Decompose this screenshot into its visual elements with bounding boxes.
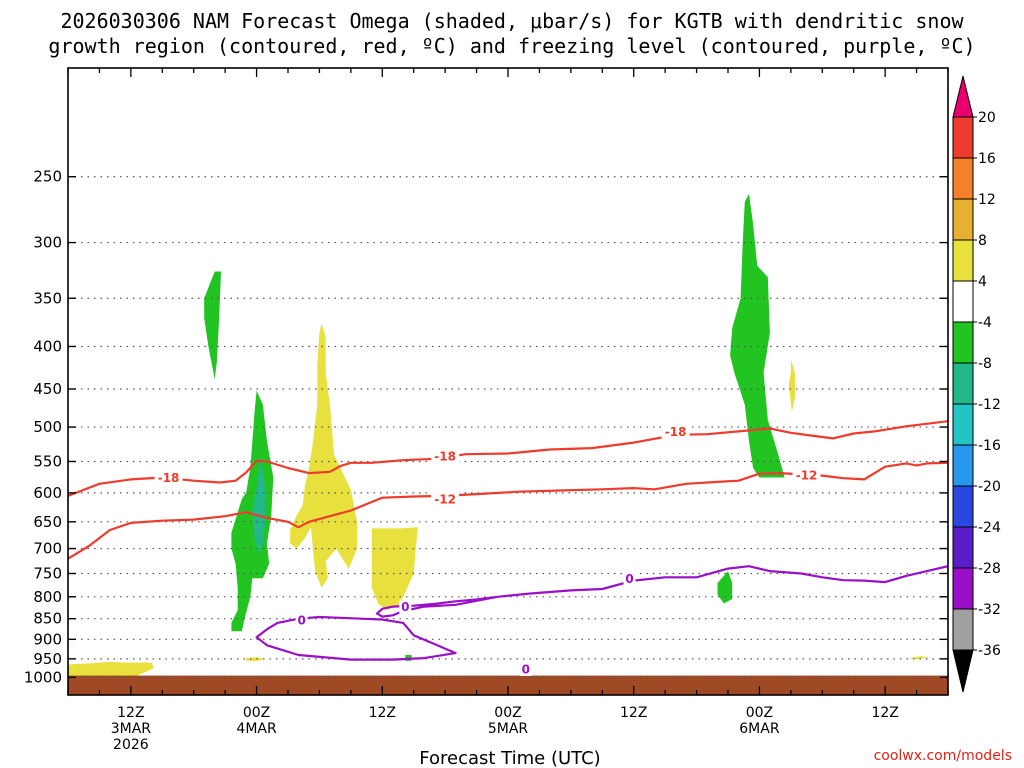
- colorbar-label-12: -32: [978, 602, 1001, 618]
- contour-label-bg-temp-minus18-2: [661, 424, 690, 439]
- x-tick-label-12-1: 4MAR: [236, 721, 277, 737]
- x-tick-label-0-0: 12Z: [117, 705, 144, 721]
- colorbar-label-4: 4: [978, 274, 987, 290]
- y-tick-label-250: 250: [33, 168, 62, 186]
- shaded-descent-small-upper: [788, 359, 795, 413]
- y-tick-label-950: 950: [33, 650, 62, 668]
- y-tick-label-850: 850: [33, 610, 62, 628]
- shaded-ascent-plume-4mar: [231, 390, 274, 632]
- colorbar-bin-2: [952, 157, 974, 200]
- x-tick-label-72-0: 12Z: [871, 705, 898, 721]
- contour-label-bg-freezing-level-1: [399, 599, 412, 614]
- plot-inner: -18 -18 -18 -12 -12 0 0 0 0: [68, 176, 948, 695]
- colorbar-label-10: -24: [978, 520, 1001, 536]
- colorbar-label-8: -16: [978, 438, 1001, 454]
- y-axis: 250 300 350 400 450 500 550 600 650 700 750 800 850 9…: [24, 168, 948, 686]
- y-tick-label-700: 700: [33, 540, 62, 558]
- x-tick-label-48-0: 12Z: [620, 705, 647, 721]
- colorbar-label-13: -36: [978, 643, 1001, 659]
- y-tick-label-750: 750: [33, 564, 62, 582]
- contour-label-bg-temp-minus12-0: [431, 491, 460, 506]
- contour-label-bg-freezing-level-2: [295, 612, 308, 627]
- y-tick-label-650: 650: [33, 513, 62, 531]
- colorbar-bin-10: [952, 485, 974, 528]
- title-line-2: growth region (contoured, red, ºC) and f…: [48, 34, 975, 58]
- contour-label-temp-minus18-0: -18: [158, 471, 180, 485]
- colorbar: 20 16 12 8 4 -4 -8 -12 -16 -20 -24 -28 -32 -36: [952, 75, 1001, 693]
- colorbar-bin-8: [952, 403, 974, 446]
- y-tick-label-800: 800: [33, 588, 62, 606]
- x-tick-label-24-0: 12Z: [369, 705, 396, 721]
- shaded-ascent-core-4mar: [252, 458, 265, 554]
- contour-label-freezing-level-0: 0: [625, 572, 633, 586]
- colorbar-label-0: 20: [978, 110, 996, 126]
- colorbar-label-1: 16: [978, 151, 996, 167]
- y-tick-label-900: 900: [33, 630, 62, 648]
- credit-text: coolwx.com/models: [874, 748, 1012, 764]
- contour-label-bg-temp-minus18-0: [154, 470, 183, 485]
- colorbar-bin-12: [952, 567, 974, 610]
- plot-area: -18 -18 -18 -12 -12 0 0 0 0 250 300 350 400 450 500 550…: [24, 67, 949, 753]
- shaded-ascent-plume-6mar: [730, 193, 785, 478]
- colorbar-bin-5: [952, 280, 974, 323]
- contour-label-freezing-level-3: 0: [522, 662, 530, 676]
- colorbar-label-6: -8: [978, 356, 992, 372]
- shaded-descent-small-950: [246, 657, 265, 662]
- x-tick-label-36-1: 5MAR: [488, 721, 529, 737]
- y-tick-label-350: 350: [33, 289, 62, 307]
- x-tick-label-12-0: 00Z: [243, 705, 270, 721]
- colorbar-tip-bottom: [952, 649, 974, 693]
- shaded-descent-surface-left: [68, 661, 154, 678]
- colorbar-bin-4: [952, 239, 974, 282]
- colorbar-label-9: -20: [978, 479, 1001, 495]
- contour-temp-minus18: [68, 420, 948, 497]
- y-tick-label-450: 450: [33, 380, 62, 398]
- x-tick-label-60-0: 00Z: [746, 705, 773, 721]
- contour-label-temp-minus12-1: -12: [796, 469, 818, 483]
- contour-label-bg-freezing-level-0: [623, 571, 636, 586]
- colorbar-label-2: 12: [978, 192, 996, 208]
- colorbar-bin-1: [952, 116, 974, 159]
- colorbar-label-3: 8: [978, 233, 987, 249]
- contour-label-bg-temp-minus18-1: [431, 449, 460, 464]
- contour-temp-minus12: [68, 461, 948, 560]
- x-tick-label-0-1: 3MAR: [111, 721, 152, 737]
- contour-label-freezing-level-2: 0: [297, 613, 305, 627]
- contour-label-bg-freezing-level-3: [519, 661, 532, 676]
- contour-label-freezing-level-1: 0: [401, 600, 409, 614]
- contour-label-temp-minus12-0: -12: [434, 492, 456, 506]
- y-tick-label-550: 550: [33, 452, 62, 470]
- colorbar-label-11: -28: [978, 561, 1001, 577]
- y-tick-label-500: 500: [33, 418, 62, 436]
- x-axis-label: Forecast Time (UTC): [419, 748, 600, 768]
- y-tick-label-400: 400: [33, 337, 62, 355]
- y-tick-label-300: 300: [33, 234, 62, 252]
- x-tick-label-60-1: 6MAR: [739, 721, 780, 737]
- contour-label-temp-minus18-2: -18: [665, 425, 687, 439]
- y-tick-label-1000: 1000: [24, 668, 62, 686]
- colorbar-bin-6: [952, 321, 974, 364]
- contour-label-temp-minus18-1: -18: [434, 450, 456, 464]
- colorbar-label-7: -12: [978, 397, 1001, 413]
- colorbar-bin-3: [952, 198, 974, 241]
- contour-freezing-low-loop: [255, 615, 457, 661]
- y-tick-label-600: 600: [33, 484, 62, 502]
- colorbar-bin-11: [952, 526, 974, 569]
- x-tick-label-36-0: 00Z: [494, 705, 521, 721]
- colorbar-label-5: -4: [978, 315, 992, 331]
- contour-label-bg-temp-minus12-1: [792, 468, 821, 483]
- shaded-descent-column: [290, 323, 358, 588]
- shaded-ascent-blob-6mar: [717, 571, 733, 604]
- colorbar-bin-13: [952, 608, 974, 651]
- shaded-upper-ascent-left: [204, 271, 221, 380]
- contour-freezing-level: [375, 565, 948, 618]
- x-tick-label-0-2: 2026: [113, 737, 149, 753]
- colorbar-bin-7: [952, 362, 974, 405]
- title-line-1: 2026030306 NAM Forecast Omega (shaded, μ…: [60, 9, 964, 33]
- colorbar-bin-9: [952, 444, 974, 487]
